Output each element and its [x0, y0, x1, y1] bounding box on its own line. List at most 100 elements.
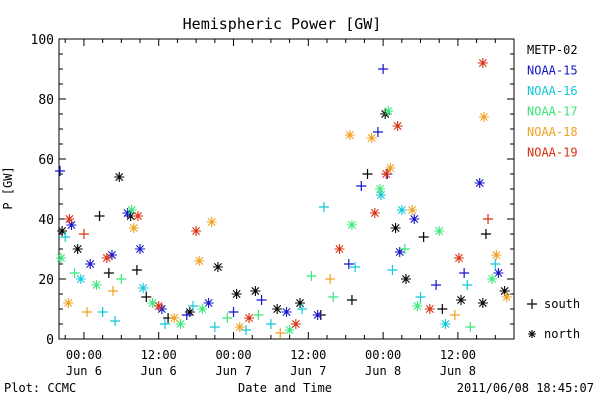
plot-credit: Plot: CCMC	[4, 381, 76, 395]
data-point-south	[465, 322, 476, 332]
x-tick-time-label: 00:00	[365, 348, 401, 362]
data-point-north	[407, 205, 418, 215]
data-point-north	[412, 301, 423, 311]
plot-timestamp: 2011/06/08 18:45:07	[457, 381, 594, 395]
data-point-south	[253, 310, 264, 320]
data-point-south	[116, 274, 127, 284]
data-point-south	[82, 307, 93, 317]
data-point-north	[477, 58, 488, 68]
data-point-north	[153, 301, 164, 311]
data-point-south	[97, 307, 108, 317]
data-point-south	[188, 301, 199, 311]
data-point-north	[231, 289, 242, 299]
data-point-north	[122, 208, 133, 218]
data-point-north	[191, 226, 202, 236]
data-point-south	[399, 244, 410, 254]
data-point-north	[234, 322, 245, 332]
data-point-south	[78, 229, 89, 239]
data-point-north	[138, 283, 149, 293]
data-point-north	[474, 178, 485, 188]
data-point-south	[306, 271, 317, 281]
data-point-north	[394, 247, 405, 257]
data-point-north	[147, 298, 158, 308]
data-point-north	[346, 220, 357, 230]
data-point-north	[135, 244, 146, 254]
data-point-north	[66, 220, 77, 230]
legend-entry: NOAA-17	[527, 105, 578, 119]
data-point-south	[328, 292, 339, 302]
data-point-north	[493, 268, 504, 278]
data-point-north	[114, 172, 125, 182]
data-point-south	[256, 295, 267, 305]
data-point-south	[141, 292, 152, 302]
data-point-south	[209, 322, 220, 332]
data-point-south	[110, 316, 121, 326]
data-point-north	[194, 256, 205, 266]
data-point-south	[431, 280, 442, 290]
data-point-south	[343, 259, 354, 269]
x-tick-date-label: Jun 7	[290, 364, 326, 378]
data-point-north	[85, 259, 96, 269]
data-point-north	[72, 244, 83, 254]
data-point-north	[184, 307, 195, 317]
y-tick-label: 100	[31, 33, 54, 48]
y-tick-label: 80	[38, 93, 54, 108]
x-tick-time-label: 12:00	[290, 348, 326, 362]
legend-entry: METP-02	[527, 43, 578, 57]
legend-marker-label: south	[544, 297, 580, 311]
data-point-north	[206, 217, 217, 227]
data-point-north	[456, 295, 467, 305]
data-point-north	[390, 223, 401, 233]
plot-frame	[58, 38, 515, 340]
data-point-south	[459, 268, 470, 278]
legend-entry: NOAA-15	[527, 64, 578, 78]
data-point-south	[490, 259, 501, 269]
data-point-north	[101, 253, 112, 263]
data-point-north	[374, 184, 385, 194]
data-point-north	[75, 274, 86, 284]
data-point-south	[449, 310, 460, 320]
data-point-north	[250, 286, 261, 296]
data-point-south	[60, 232, 71, 242]
data-point-north	[434, 226, 445, 236]
data-point-north	[366, 133, 377, 143]
data-point-north	[392, 121, 403, 131]
data-point-north	[376, 190, 387, 200]
data-point-south	[480, 229, 491, 239]
data-point-north	[281, 307, 292, 317]
data-point-north	[91, 280, 102, 290]
data-points	[55, 58, 512, 338]
data-point-south	[418, 232, 429, 242]
data-point-north	[56, 253, 67, 263]
data-point-north	[381, 169, 392, 179]
legend-entry: NOAA-19	[527, 146, 578, 160]
data-point-north	[63, 298, 74, 308]
data-point-north	[409, 214, 420, 224]
data-point-north	[132, 211, 143, 221]
data-point-south	[103, 268, 114, 278]
data-point-south	[415, 292, 426, 302]
x-tick-time-label: 00:00	[66, 348, 102, 362]
x-tick-date-label: Jun 6	[66, 364, 102, 378]
data-point-south	[362, 169, 373, 179]
x-tick-date-label: Jun 8	[440, 364, 476, 378]
x-tick-time-label: 00:00	[215, 348, 251, 362]
x-tick-date-label: Jun 7	[215, 364, 251, 378]
data-point-north	[396, 205, 407, 215]
data-point-south	[275, 328, 286, 338]
data-point-south	[108, 286, 119, 296]
data-point-north	[169, 313, 180, 323]
data-point-south	[356, 181, 367, 191]
data-point-north	[400, 274, 411, 284]
data-point-south	[69, 268, 80, 278]
data-point-north	[312, 310, 323, 320]
data-point-south	[94, 211, 105, 221]
data-point-south	[159, 319, 170, 329]
x-axis-label: Date and Time	[238, 381, 332, 395]
data-point-south	[462, 280, 473, 290]
data-point-north	[334, 244, 345, 254]
data-point-north	[126, 205, 137, 215]
data-point-south	[437, 304, 448, 314]
legend-entry: NOAA-18	[527, 125, 578, 139]
